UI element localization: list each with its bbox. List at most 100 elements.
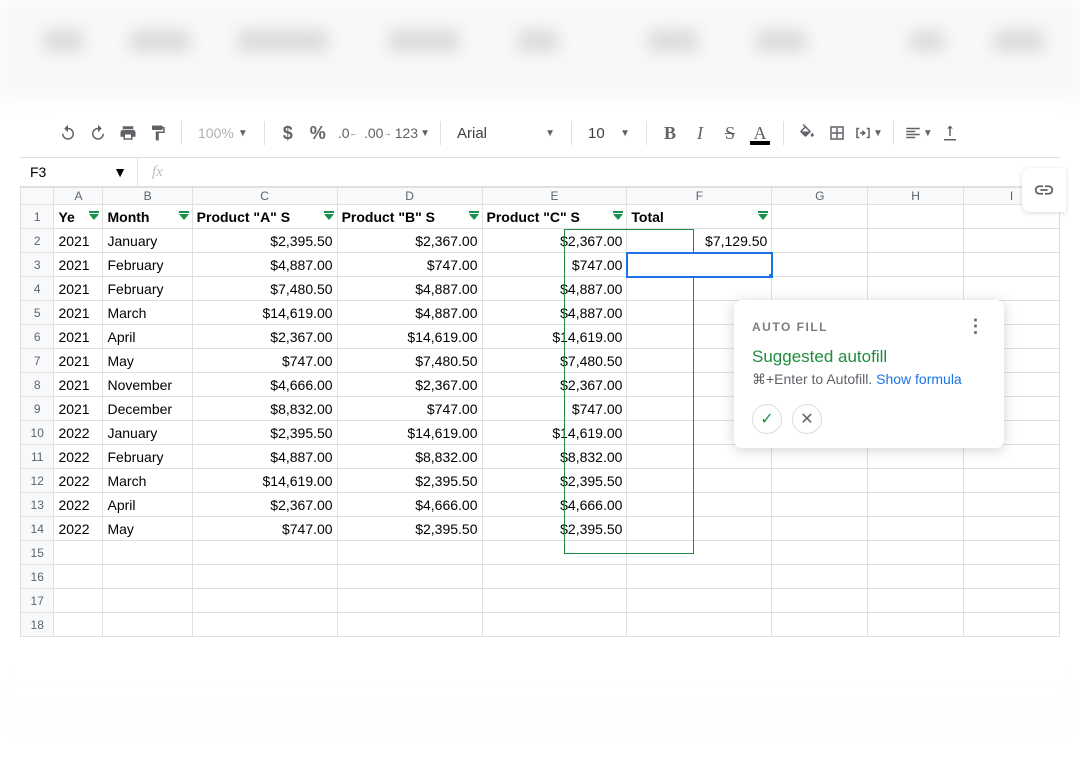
- cell-H16[interactable]: [868, 565, 964, 589]
- cell-E5[interactable]: $4,887.00: [482, 301, 627, 325]
- cell-D3[interactable]: $747.00: [337, 253, 482, 277]
- row-header-18[interactable]: 18: [21, 613, 54, 637]
- cell-D17[interactable]: [337, 589, 482, 613]
- cell-A8[interactable]: 2021: [54, 373, 103, 397]
- cell-A11[interactable]: 2022: [54, 445, 103, 469]
- header-cell-A[interactable]: Ye: [54, 205, 103, 229]
- fill-color-button[interactable]: [794, 120, 820, 146]
- cell-A17[interactable]: [54, 589, 103, 613]
- row-header-9[interactable]: 9: [21, 397, 54, 421]
- cell[interactable]: [772, 205, 868, 229]
- cell-B5[interactable]: March: [103, 301, 192, 325]
- cell-C8[interactable]: $4,666.00: [192, 373, 337, 397]
- cell-D8[interactable]: $2,367.00: [337, 373, 482, 397]
- cell-C3[interactable]: $4,887.00: [192, 253, 337, 277]
- italic-button[interactable]: I: [687, 120, 713, 146]
- redo-button[interactable]: [85, 120, 111, 146]
- cell-G15[interactable]: [772, 541, 868, 565]
- cell-H14[interactable]: [868, 517, 964, 541]
- cell-I16[interactable]: [964, 565, 1060, 589]
- row-header-15[interactable]: 15: [21, 541, 54, 565]
- cell-G3[interactable]: [772, 253, 868, 277]
- filter-icon[interactable]: [179, 214, 189, 220]
- cell-E12[interactable]: $2,395.50: [482, 469, 627, 493]
- cell-I15[interactable]: [964, 541, 1060, 565]
- col-header-H[interactable]: H: [868, 188, 964, 205]
- cell-C4[interactable]: $7,480.50: [192, 277, 337, 301]
- cell-A5[interactable]: 2021: [54, 301, 103, 325]
- cell-C17[interactable]: [192, 589, 337, 613]
- decrease-decimal-button[interactable]: .0←: [335, 120, 361, 146]
- cell-I18[interactable]: [964, 613, 1060, 637]
- row-header-5[interactable]: 5: [21, 301, 54, 325]
- name-box[interactable]: F3 ▼: [20, 158, 138, 186]
- cell-C11[interactable]: $4,887.00: [192, 445, 337, 469]
- cell-C2[interactable]: $2,395.50: [192, 229, 337, 253]
- cell-A16[interactable]: [54, 565, 103, 589]
- col-header-E[interactable]: E: [482, 188, 627, 205]
- cell-E3[interactable]: $747.00: [482, 253, 627, 277]
- cell-F17[interactable]: [627, 589, 772, 613]
- cell-F18[interactable]: [627, 613, 772, 637]
- more-formats-button[interactable]: 123▼: [395, 120, 430, 146]
- cell-B15[interactable]: [103, 541, 192, 565]
- cell-F2[interactable]: $7,129.50: [627, 229, 772, 253]
- row-header-6[interactable]: 6: [21, 325, 54, 349]
- fontsize-dropdown[interactable]: 10▼: [582, 125, 636, 142]
- cell-H3[interactable]: [868, 253, 964, 277]
- cell-D13[interactable]: $4,666.00: [337, 493, 482, 517]
- cell-E11[interactable]: $8,832.00: [482, 445, 627, 469]
- col-header-A[interactable]: A: [54, 188, 103, 205]
- cell-D12[interactable]: $2,395.50: [337, 469, 482, 493]
- cell-C10[interactable]: $2,395.50: [192, 421, 337, 445]
- cell-B7[interactable]: May: [103, 349, 192, 373]
- cell-I11[interactable]: [964, 445, 1060, 469]
- cell-C16[interactable]: [192, 565, 337, 589]
- cell-E18[interactable]: [482, 613, 627, 637]
- cell-E10[interactable]: $14,619.00: [482, 421, 627, 445]
- zoom-dropdown[interactable]: 100% ▼: [192, 125, 254, 141]
- cell-C15[interactable]: [192, 541, 337, 565]
- cell-G16[interactable]: [772, 565, 868, 589]
- cell-G2[interactable]: [772, 229, 868, 253]
- cell-D9[interactable]: $747.00: [337, 397, 482, 421]
- cell-I17[interactable]: [964, 589, 1060, 613]
- reject-autofill-button[interactable]: ✕: [792, 404, 822, 434]
- merge-button[interactable]: ▼: [854, 120, 883, 146]
- cell-G14[interactable]: [772, 517, 868, 541]
- cell-E17[interactable]: [482, 589, 627, 613]
- cell-H15[interactable]: [868, 541, 964, 565]
- filter-icon[interactable]: [613, 214, 623, 220]
- row-header-10[interactable]: 10: [21, 421, 54, 445]
- cell-H4[interactable]: [868, 277, 964, 301]
- strike-button[interactable]: S: [717, 120, 743, 146]
- cell-B14[interactable]: May: [103, 517, 192, 541]
- cell-I12[interactable]: [964, 469, 1060, 493]
- cell-I13[interactable]: [964, 493, 1060, 517]
- cell-F15[interactable]: [627, 541, 772, 565]
- selection-handle[interactable]: [768, 273, 772, 277]
- cell-F3[interactable]: [627, 253, 772, 277]
- cell-E4[interactable]: $4,887.00: [482, 277, 627, 301]
- cell-H18[interactable]: [868, 613, 964, 637]
- cell-G4[interactable]: [772, 277, 868, 301]
- cell-A7[interactable]: 2021: [54, 349, 103, 373]
- cell-E2[interactable]: $2,367.00: [482, 229, 627, 253]
- cell-B12[interactable]: March: [103, 469, 192, 493]
- cell-F11[interactable]: [627, 445, 772, 469]
- row-header-8[interactable]: 8: [21, 373, 54, 397]
- cell-A12[interactable]: 2022: [54, 469, 103, 493]
- cell-B8[interactable]: November: [103, 373, 192, 397]
- header-cell-C[interactable]: Product "A" S: [192, 205, 337, 229]
- cell-D11[interactable]: $8,832.00: [337, 445, 482, 469]
- row-header-3[interactable]: 3: [21, 253, 54, 277]
- cell-B10[interactable]: January: [103, 421, 192, 445]
- cell-B11[interactable]: February: [103, 445, 192, 469]
- percent-button[interactable]: %: [305, 120, 331, 146]
- cell-A10[interactable]: 2022: [54, 421, 103, 445]
- cell-H13[interactable]: [868, 493, 964, 517]
- header-cell-F[interactable]: Total: [627, 205, 772, 229]
- cell-B13[interactable]: April: [103, 493, 192, 517]
- cell-H2[interactable]: [868, 229, 964, 253]
- cell-C9[interactable]: $8,832.00: [192, 397, 337, 421]
